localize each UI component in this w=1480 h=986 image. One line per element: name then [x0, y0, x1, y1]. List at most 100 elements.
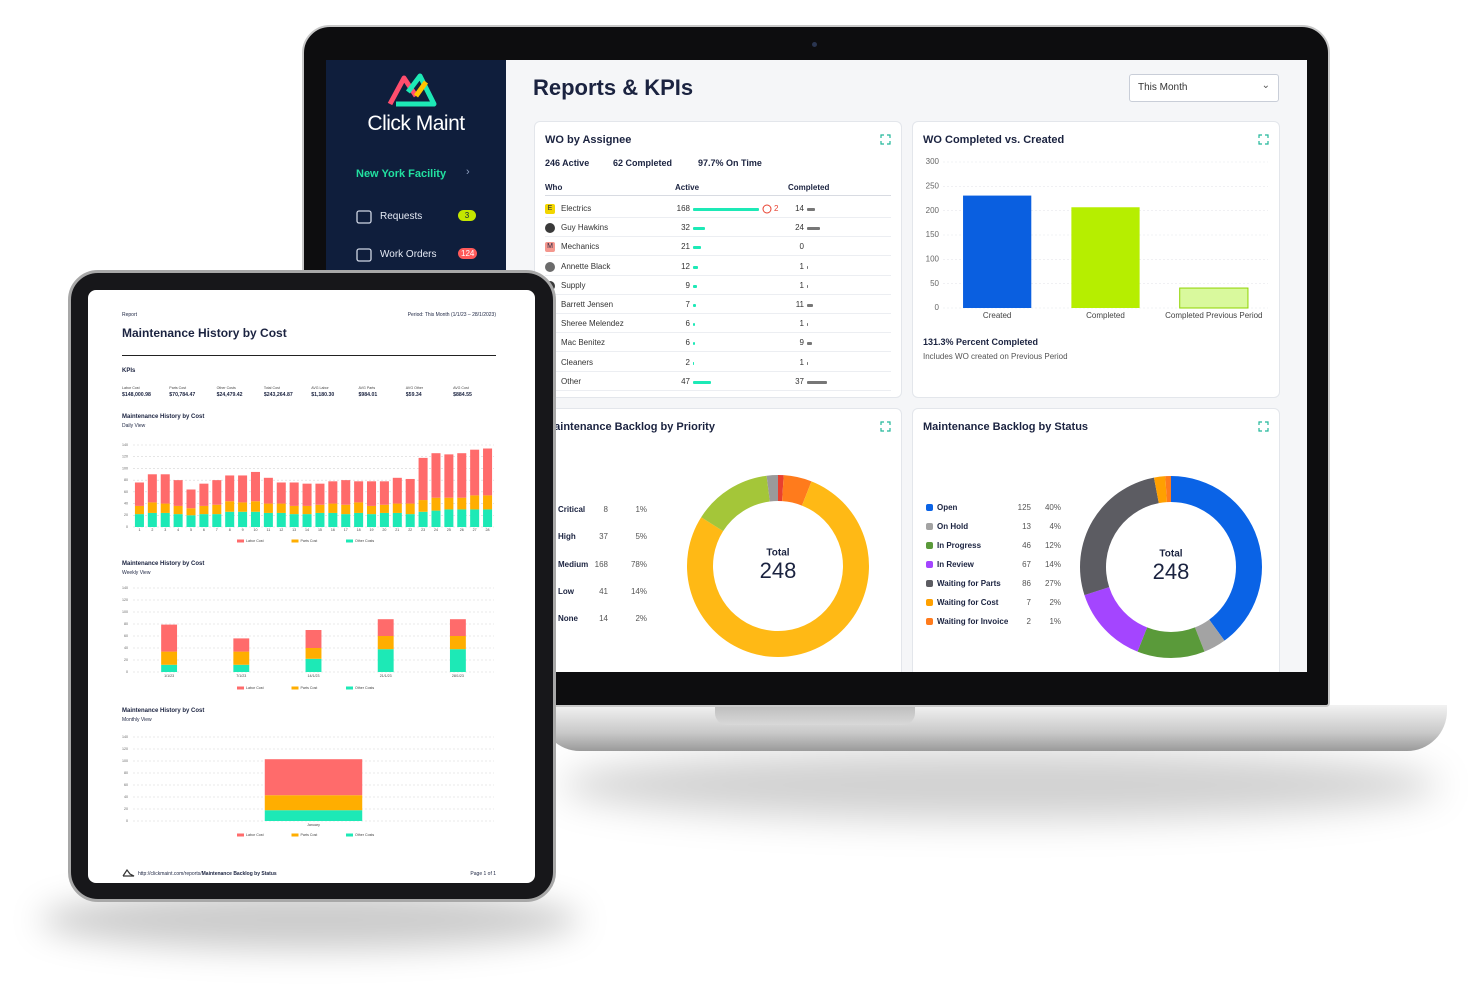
bar-segment	[341, 504, 351, 515]
y-tick-label: 250	[926, 181, 940, 190]
who: Other	[561, 376, 582, 386]
x-tick-label: 20	[382, 528, 387, 532]
expand-icon[interactable]	[880, 134, 891, 145]
legend-swatch	[291, 686, 299, 690]
bar-segment	[470, 449, 480, 496]
legend-count: 2	[1026, 617, 1031, 626]
active-bar	[693, 323, 696, 327]
completed-bar	[807, 342, 812, 346]
legend-icon	[926, 523, 933, 530]
card-title: WO by Assignee	[545, 134, 632, 146]
bar-segment	[367, 481, 377, 506]
y-tick-label: 0	[935, 303, 940, 312]
legend-swatch	[237, 539, 244, 543]
menu-item[interactable]: Work Orders 124	[326, 243, 506, 267]
bar-segment	[328, 503, 338, 513]
row-rule	[545, 217, 891, 218]
y-tick-label: 20	[124, 513, 128, 517]
bar-segment	[305, 630, 322, 648]
x-tick-label: 21	[395, 528, 400, 532]
legend-label: Open	[937, 503, 958, 512]
menu-badge: 124	[458, 248, 478, 259]
legend-label: Critical	[558, 505, 586, 514]
center-label: Total	[766, 548, 789, 559]
bar-segment	[250, 471, 260, 502]
expand-icon[interactable]	[1258, 421, 1269, 432]
bar-segment	[250, 511, 260, 527]
legend-label: Labor Cost	[246, 686, 264, 690]
legend-swatch	[291, 539, 299, 543]
legend-share: 2%	[635, 614, 647, 624]
completed-bar	[807, 284, 808, 288]
donut-slice	[1137, 627, 1205, 658]
bar-segment	[457, 509, 467, 527]
center-value: 248	[1153, 559, 1190, 584]
facility[interactable]: New York Facility	[356, 168, 447, 180]
laptop-base	[540, 705, 1447, 751]
x-tick-label: 13	[292, 528, 297, 532]
legend-icon	[926, 599, 933, 606]
kpi-value: $70,784.47	[169, 392, 196, 398]
x-tick-label: 5	[190, 528, 192, 532]
x-tick-label: 9	[241, 528, 244, 532]
bar-segment	[328, 481, 338, 504]
bar-segment	[315, 483, 325, 505]
row-rule	[545, 332, 891, 334]
who-badge: M	[545, 242, 555, 253]
bar-segment	[264, 759, 363, 796]
bar-segment	[377, 619, 394, 636]
y-tick-label: 40	[124, 795, 128, 799]
legend-icon	[926, 504, 933, 511]
bar-segment	[199, 483, 209, 506]
completed-count: 24	[795, 223, 804, 233]
legend-label: Parts Cost	[301, 833, 318, 837]
bar-segment	[483, 448, 493, 496]
bar-segment	[431, 453, 441, 498]
bar-segment	[328, 512, 338, 527]
active-count: 47	[681, 376, 690, 386]
bar-segment	[470, 495, 480, 510]
active-count: 9	[685, 280, 690, 290]
x-tick-label: 27	[472, 528, 477, 532]
legend-swatch	[346, 686, 353, 690]
legend-count: 125	[1017, 503, 1031, 512]
completed-count: 9	[799, 338, 804, 348]
bar-segment	[238, 502, 248, 512]
row-rule	[545, 351, 891, 353]
x-tick-label: 19	[369, 528, 374, 532]
menu-item[interactable]: Requests 3	[326, 205, 506, 229]
bar-segment	[305, 658, 322, 672]
bar-segment	[225, 475, 235, 502]
row-rule	[545, 236, 891, 238]
clock	[762, 204, 772, 214]
bar-segment	[341, 514, 351, 527]
legend-label: Medium	[558, 559, 589, 569]
bar-segment	[250, 501, 260, 512]
legend-swatch	[237, 686, 244, 690]
expand-icon[interactable]	[1258, 134, 1269, 145]
center-value: 248	[760, 558, 797, 583]
card-title: Maintenance Backlog by Status	[923, 421, 1089, 433]
footer-url-base: http://clickmaint.com/reports/	[138, 871, 202, 877]
title-rule	[122, 355, 496, 356]
expand-icon[interactable]	[880, 421, 891, 432]
legend-count: 41	[599, 586, 608, 596]
completed-bar	[807, 265, 808, 269]
y-tick-label: 60	[124, 490, 128, 494]
legend-share: 12%	[1044, 541, 1061, 550]
tablet-screen: Report Period: This Month (1/1/23 – 28/1…	[88, 290, 535, 883]
period-dropdown[interactable]: This Month ⌄	[1129, 74, 1279, 102]
kpi-heading: KPIs	[122, 368, 136, 374]
who: Barrett Jensen	[561, 300, 614, 309]
bar-segment	[199, 514, 209, 527]
x-tick-label: 11	[266, 528, 271, 532]
column-header: Who	[545, 183, 563, 192]
logo-mark	[387, 73, 437, 107]
legend-count: 8	[603, 505, 608, 514]
x-tick-label: 1	[138, 528, 141, 532]
bar-segment	[315, 512, 325, 527]
expand-glyph	[1258, 134, 1269, 145]
legend-label: Waiting for Invoice	[937, 617, 1009, 626]
